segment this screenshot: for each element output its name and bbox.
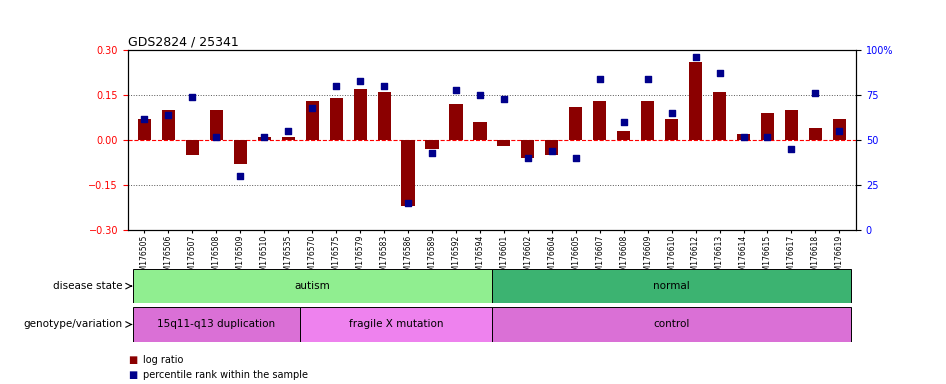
Text: 15q11-q13 duplication: 15q11-q13 duplication bbox=[157, 319, 275, 329]
Bar bbox=[426, 140, 439, 149]
Text: fragile X mutation: fragile X mutation bbox=[349, 319, 444, 329]
Point bbox=[137, 116, 152, 122]
Point bbox=[281, 128, 296, 134]
Point bbox=[736, 134, 751, 140]
Point bbox=[592, 76, 607, 82]
Point bbox=[353, 78, 368, 84]
Point bbox=[544, 148, 559, 154]
Text: disease state: disease state bbox=[54, 281, 123, 291]
Text: ■: ■ bbox=[128, 355, 137, 365]
Point bbox=[161, 112, 176, 118]
Point bbox=[425, 150, 440, 156]
Point bbox=[616, 119, 631, 125]
Bar bbox=[162, 110, 175, 140]
Text: genotype/variation: genotype/variation bbox=[24, 319, 123, 329]
Bar bbox=[306, 101, 319, 140]
Point bbox=[448, 86, 464, 93]
Bar bbox=[785, 110, 798, 140]
Bar bbox=[832, 119, 846, 140]
Point bbox=[760, 134, 775, 140]
Point bbox=[256, 134, 272, 140]
Text: GDS2824 / 25341: GDS2824 / 25341 bbox=[128, 36, 238, 49]
Point bbox=[400, 200, 415, 207]
Bar bbox=[257, 137, 271, 140]
Bar bbox=[593, 101, 606, 140]
Bar bbox=[689, 62, 702, 140]
Bar bbox=[132, 307, 300, 342]
Bar bbox=[138, 119, 151, 140]
Point bbox=[233, 173, 248, 179]
Bar bbox=[329, 98, 342, 140]
Point bbox=[497, 96, 512, 102]
Bar bbox=[617, 131, 630, 140]
Bar bbox=[492, 269, 851, 303]
Point bbox=[808, 90, 823, 96]
Bar bbox=[492, 307, 851, 342]
Point bbox=[184, 94, 200, 100]
Text: control: control bbox=[654, 319, 690, 329]
Bar bbox=[569, 107, 583, 140]
Text: percentile rank within the sample: percentile rank within the sample bbox=[143, 370, 307, 380]
Point bbox=[832, 128, 847, 134]
Point bbox=[664, 110, 679, 116]
Bar bbox=[449, 104, 463, 140]
Point bbox=[688, 54, 703, 60]
Point bbox=[640, 76, 656, 82]
Bar bbox=[354, 89, 367, 140]
Bar bbox=[282, 137, 295, 140]
Bar bbox=[665, 119, 678, 140]
Point bbox=[377, 83, 392, 89]
Point bbox=[569, 155, 584, 161]
Bar bbox=[377, 92, 391, 140]
Point bbox=[209, 134, 224, 140]
Bar bbox=[761, 113, 774, 140]
Bar bbox=[641, 101, 655, 140]
Point bbox=[712, 70, 727, 76]
Bar bbox=[185, 140, 199, 155]
Text: log ratio: log ratio bbox=[143, 355, 184, 365]
Bar bbox=[401, 140, 414, 206]
Bar bbox=[473, 122, 486, 140]
Bar bbox=[234, 140, 247, 164]
Text: ■: ■ bbox=[128, 370, 137, 380]
Point bbox=[305, 104, 320, 111]
Bar bbox=[545, 140, 558, 155]
Bar bbox=[498, 140, 511, 146]
Point bbox=[784, 146, 799, 152]
Bar bbox=[210, 110, 223, 140]
Bar bbox=[132, 269, 492, 303]
Bar bbox=[521, 140, 534, 158]
Bar bbox=[737, 134, 750, 140]
Bar bbox=[713, 92, 727, 140]
Text: normal: normal bbox=[654, 281, 690, 291]
Point bbox=[328, 83, 343, 89]
Point bbox=[520, 155, 535, 161]
Bar bbox=[300, 307, 492, 342]
Text: autism: autism bbox=[294, 281, 330, 291]
Point bbox=[472, 92, 487, 98]
Bar bbox=[809, 128, 822, 140]
